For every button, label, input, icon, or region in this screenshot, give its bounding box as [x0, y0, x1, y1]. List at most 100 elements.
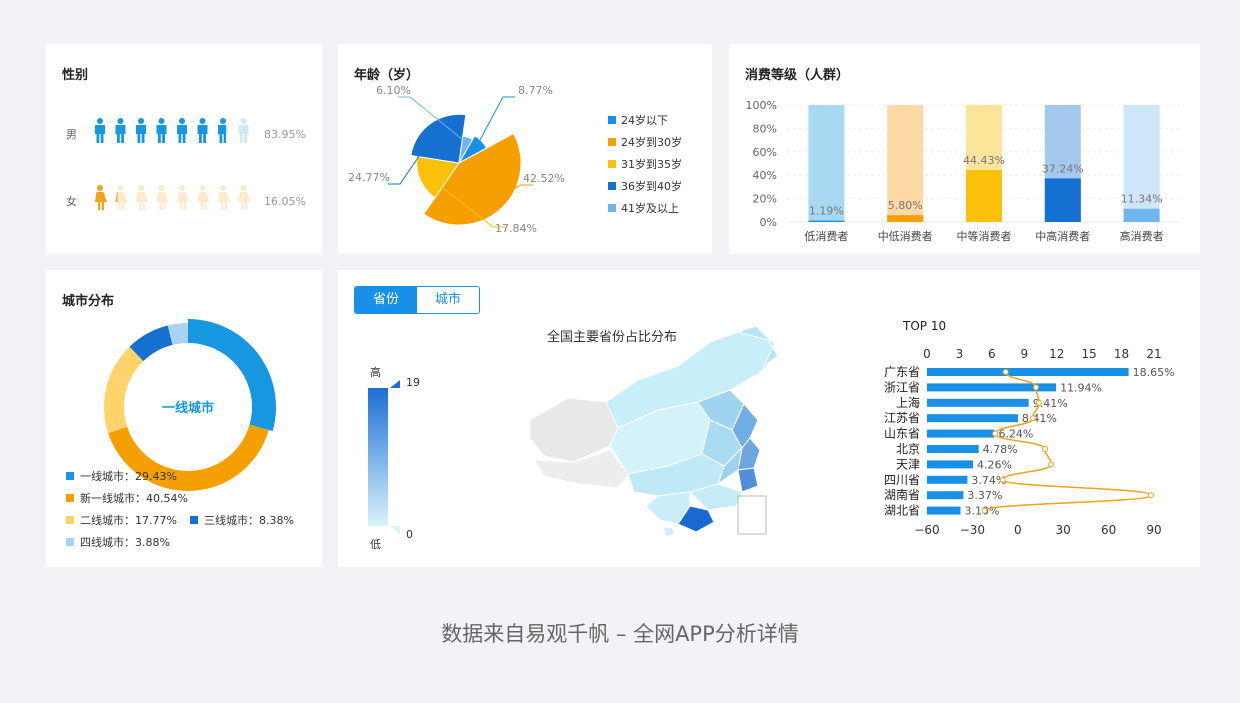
- china-map-shape: [529, 325, 779, 536]
- footer-source: 数据来自易观千帆 – 全网APP分析详情: [441, 622, 799, 646]
- age-legend-swatch: [608, 138, 616, 146]
- top10-bar: [927, 414, 1018, 423]
- age-legend-swatch: [608, 160, 616, 168]
- consume-bar: [1044, 178, 1081, 222]
- scale-min-label: 0: [406, 528, 413, 541]
- city-donut-slice: [129, 325, 173, 362]
- male-person-icon: [238, 118, 249, 143]
- age-legend-swatch: [608, 204, 616, 212]
- age-label-line: [398, 96, 467, 143]
- consume-bar-label: 44.43%: [963, 154, 1005, 167]
- region-tibet: [533, 449, 629, 489]
- male-person-icon: [95, 118, 105, 143]
- age-card: 年龄（岁） 8.77% 42.52% 17.84% 24.77% 6.10% 24岁以下 2…: [338, 44, 712, 254]
- color-scale-bar: [368, 388, 388, 526]
- city-legend-swatch: [66, 516, 74, 524]
- age-title: 年龄（岁）: [354, 68, 420, 83]
- female-person-icon: [177, 185, 189, 210]
- top10-bar: [927, 445, 979, 453]
- male-person-icon: [197, 118, 208, 143]
- female-person-icon: [156, 185, 169, 210]
- age-legend-swatch: [608, 116, 616, 124]
- city-legend-swatch: [66, 494, 74, 502]
- female-person-icon: [115, 185, 128, 210]
- city-legend-name: 二线城市：: [80, 514, 135, 527]
- top10-category-label: 天津: [896, 457, 920, 471]
- city-donut-slice: [167, 323, 188, 345]
- consume-bar-chart: 100% 80% 60% 40% 20% 0% 1.19% 低消费者 5.80% 中低消费者 44.…: [746, 99, 1181, 243]
- age-label-line: [427, 175, 505, 228]
- city-legend-item: 四线城市： 3.88%: [66, 534, 170, 550]
- top10-top-tick: 15: [1082, 347, 1097, 361]
- male-person-icon: [136, 118, 146, 143]
- top10-bar: [927, 491, 964, 500]
- top10-bar: [927, 506, 961, 515]
- city-donut-chart: 一线城市: [104, 319, 276, 492]
- consume-bar-bg: [1123, 105, 1160, 222]
- scale-low-label: 低: [370, 538, 381, 551]
- top10-line-point: [1002, 369, 1009, 375]
- gender-label: 女: [66, 194, 77, 208]
- female-person-icon: [136, 185, 148, 210]
- top10-top-tick: 9: [1020, 347, 1028, 361]
- top10-category-label: 广东省: [884, 365, 920, 379]
- consume-xtick: 高消费者: [1120, 229, 1164, 243]
- top10-bar-label: 3.37%: [967, 489, 1002, 502]
- top10-top-tick: 18: [1114, 347, 1129, 361]
- city-legend-value: 40.54%: [146, 491, 188, 505]
- city-donut-slice: [188, 319, 276, 432]
- consume-bar-label: 11.34%: [1121, 193, 1163, 206]
- top10-line-point: [1147, 492, 1154, 499]
- scale-low-handle-icon: [390, 526, 400, 534]
- top10-line-point: [1035, 399, 1042, 406]
- top10-bar-label: 3.74%: [971, 474, 1006, 487]
- city-title: 城市分布: [62, 294, 115, 309]
- top10-category-label: 湖南省: [884, 487, 920, 502]
- consume-bar-label: 5.80%: [888, 199, 923, 212]
- tab-city[interactable]: 城市: [417, 287, 479, 313]
- age-legend-label: 31岁到35岁: [621, 157, 682, 171]
- scale-max-label: 19: [406, 376, 420, 389]
- top10-top-tick: 0: [923, 347, 931, 361]
- consume-title: 消费等级（人群）: [745, 68, 850, 83]
- top10-line-point: [992, 430, 999, 437]
- age-slice-label: 6.10%: [376, 84, 411, 97]
- china-map: 高 19 0 低: [368, 325, 779, 551]
- age-legend-label: 36岁到40岁: [621, 179, 682, 193]
- gender-percent: 16.05%: [264, 195, 306, 208]
- top10-title: TOP 10: [902, 319, 946, 333]
- tab-province[interactable]: 省份: [355, 287, 417, 313]
- city-legend-value: 8.38%: [259, 513, 294, 527]
- city-legend-name: 新一线城市：: [80, 492, 146, 505]
- city-legend-item: 三线城市： 8.38%: [190, 512, 294, 528]
- top10-bar: [927, 383, 1057, 392]
- top10-bottom-tick: 60: [1101, 523, 1116, 537]
- top10-category-label: 山东省: [884, 427, 920, 441]
- top10-category-label: 上海: [896, 395, 920, 410]
- consume-bar-bg: [887, 105, 924, 222]
- scale-high-label: 高: [370, 365, 381, 379]
- male-person-icon: [115, 118, 126, 143]
- consume-xtick: 低消费者: [804, 229, 848, 243]
- top10-bar: [927, 460, 974, 469]
- age-legend-label: 41岁及以上: [621, 201, 679, 215]
- consume-xtick: 中高消费者: [1035, 229, 1090, 243]
- region-northeast: [736, 325, 779, 368]
- top10-bar-label: 6.24%: [998, 428, 1033, 441]
- region-guangxi: [645, 491, 691, 525]
- female-person-icon: [238, 185, 251, 210]
- map-tabs: 省份 城市: [354, 286, 480, 314]
- consume-bar-bg: [808, 105, 845, 222]
- consume-bar-label: 1.19%: [809, 205, 844, 218]
- top10-bar-label: 18.65%: [1133, 366, 1175, 379]
- city-legend-item: 二线城市： 17.77%: [66, 512, 177, 528]
- map-title: 全国主要省份占比分布: [547, 330, 678, 345]
- scale-high-handle-icon: [390, 380, 400, 388]
- consume-ytick: 80%: [753, 122, 777, 135]
- top10-category-label: 江苏省: [884, 411, 920, 425]
- top10-bar-label: 4.78%: [983, 443, 1018, 456]
- top10-line-point: [1048, 461, 1055, 468]
- gender-label: 男: [66, 128, 77, 141]
- top10-category-label: 北京: [896, 442, 920, 456]
- consume-card: 消费等级（人群） 100% 80% 60% 40% 20% 0% 1.19% 低消费者 5.80…: [729, 44, 1200, 254]
